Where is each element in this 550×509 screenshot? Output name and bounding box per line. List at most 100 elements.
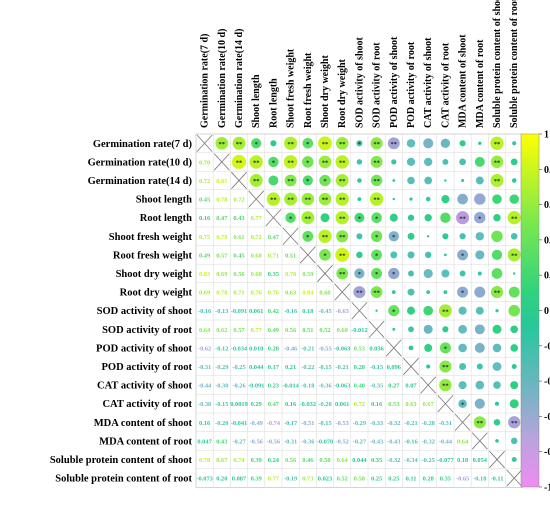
correlation-circle [388, 267, 400, 280]
correlation-value-label: 0.0019 [230, 401, 248, 408]
correlation-circle [458, 399, 467, 408]
correlation-value-label: -0.25 [232, 364, 245, 371]
significance-marker: ** [373, 178, 380, 185]
correlation-value-label: 0.84 [302, 290, 314, 297]
significance-marker: ** [442, 364, 449, 371]
significance-marker: ** [339, 197, 346, 204]
correlation-value-label: -0.35 [370, 383, 383, 390]
correlation-value-label: -0.29 [215, 364, 228, 371]
correlation-circle [356, 251, 363, 259]
significance-marker: * [323, 253, 326, 260]
significance-marker: ** [339, 178, 346, 185]
correlation-circle [493, 213, 501, 222]
column-label-root-length: Root length [268, 78, 279, 128]
correlation-circle [407, 251, 415, 259]
correlation-circle [512, 141, 517, 146]
correlation-circle [458, 343, 467, 353]
row-label-germination-rate-14-d: Germination rate(14 d) [88, 176, 193, 187]
correlation-circle [354, 268, 365, 279]
correlation-value-label: -0.22 [301, 364, 314, 371]
correlation-circle [490, 173, 504, 188]
column-label-sod-activity-of-shoot: SOD activity of shoot [354, 37, 365, 129]
correlation-value-label: 0.56 [285, 457, 297, 464]
row-label-root-dry-weight: Root dry weight [120, 288, 193, 299]
correlation-circle [459, 233, 466, 240]
correlation-circle [370, 230, 383, 242]
significance-marker: * [272, 160, 275, 167]
correlation-value-label: 0.087 [232, 476, 247, 483]
diagonal-cross [213, 153, 230, 171]
correlation-value-label: 0.51 [285, 252, 296, 259]
correlation-circle [459, 140, 466, 147]
correlation-circle [408, 326, 414, 333]
correlation-value-label: 0.78 [216, 197, 227, 204]
diagonal-cross [403, 357, 419, 376]
correlation-circle [425, 196, 431, 202]
correlation-value-label: 0.35 [268, 271, 279, 278]
row-label-sod-activity-of-shoot: SOD activity of shoot [97, 306, 193, 317]
correlation-value-label: 0.28 [268, 345, 279, 352]
correlation-circle [371, 268, 383, 279]
correlation-circle [510, 344, 518, 352]
correlation-value-label: -0.16 [404, 438, 418, 445]
colorbar: 1 0.8 0.6 0.4 0.2 0 -0.2 -0.4 -0.6 -0.8 -1 [520, 130, 550, 494]
significance-marker: * [306, 141, 309, 148]
correlation-circle [266, 192, 281, 206]
correlation-value-label: -0.19 [284, 476, 297, 483]
correlation-circle [391, 290, 396, 295]
correlation-circle [444, 179, 447, 182]
significance-marker: * [375, 253, 378, 260]
correlation-circle [474, 286, 486, 298]
correlation-value-label: -0.34 [404, 457, 418, 464]
correlation-circles: ** ** * ** * ** ** * ** ** **0.70 ** ** * ** * ** ** ** **0… [196, 134, 523, 487]
correlation-circle [356, 140, 363, 147]
colorbar-tick-label: 0.4 [544, 235, 550, 246]
correlation-circle [407, 176, 415, 185]
correlation-value-label: 0.17 [268, 364, 280, 371]
significance-marker: ** [373, 197, 380, 204]
correlation-circle [439, 378, 452, 392]
column-label-shoot-dry-weight: Shoot dry weight [320, 55, 331, 128]
correlation-value-label: 0.75 [199, 234, 210, 241]
correlation-circle [439, 342, 451, 354]
correlation-circle [357, 178, 362, 183]
row-label-mda-content-of-shoot: MDA content of shoot [94, 418, 193, 429]
significance-marker: * [323, 178, 326, 185]
correlation-value-label: -0.063 [334, 345, 351, 352]
correlation-value-label: 0.76 [268, 290, 280, 297]
diagonal-cross [368, 320, 385, 338]
correlation-circle [442, 158, 449, 165]
correlation-value-label: -0.13 [215, 308, 228, 315]
correlation-value-label: -0.25 [422, 457, 435, 464]
row-label-germination-rate-10-d: Germination rate(10 d) [88, 157, 193, 168]
correlation-value-label: -0.32 [387, 457, 400, 464]
correlation-circle [407, 214, 415, 221]
correlation-value-label: 0.60 [337, 327, 348, 334]
significance-marker: * [306, 234, 309, 241]
correlation-circle [318, 136, 332, 151]
correlation-circle [511, 178, 517, 183]
correlation-circle [426, 290, 431, 295]
correlation-circle [285, 212, 296, 223]
correlation-value-label: 0.16 [199, 215, 211, 222]
significance-marker: ** [373, 141, 380, 148]
colorbar-tick-label: 0 [544, 306, 549, 317]
correlation-value-label: 0.010 [249, 345, 263, 352]
correlation-value-label: 0.24 [268, 457, 280, 464]
correlation-value-label: -0.16 [198, 308, 212, 315]
correlation-circle [284, 192, 298, 206]
correlation-circle [491, 249, 503, 261]
correlation-circle [369, 192, 384, 206]
correlation-circle [371, 212, 382, 224]
correlation-value-label: -0.070 [317, 438, 334, 445]
correlation-circle [475, 250, 485, 260]
correlation-value-label: 0.57 [216, 252, 228, 259]
correlation-circle [406, 306, 416, 315]
correlation-circle [474, 156, 485, 167]
correlation-circle [370, 137, 383, 150]
colorbar-tick-label: -0.8 [544, 447, 550, 458]
correlation-circle [458, 306, 467, 315]
correlation-value-label: 0.39 [251, 457, 262, 464]
correlation-circle [302, 137, 314, 149]
correlation-circle [251, 138, 262, 149]
